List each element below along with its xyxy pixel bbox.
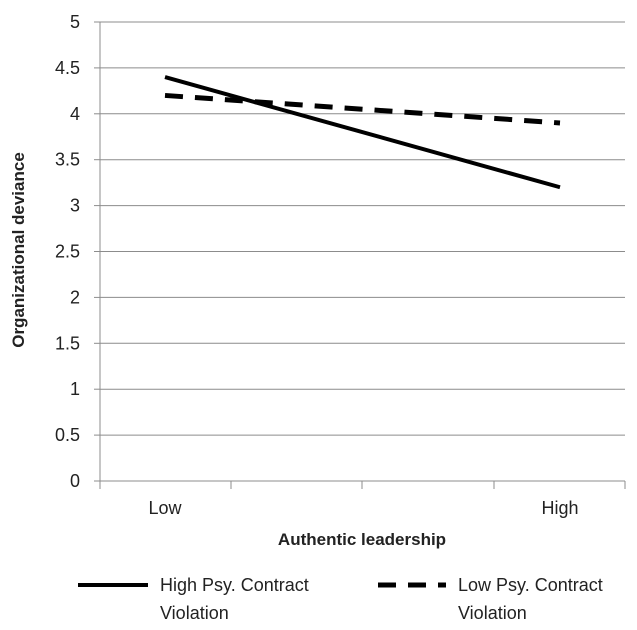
x-axis-title: Authentic leadership: [278, 530, 446, 549]
y-tick-label-10: 5: [70, 12, 80, 32]
legend: High Psy. Contract Violation Low Psy. Co…: [78, 575, 603, 623]
y-tick-label-6: 3: [70, 196, 80, 216]
series-lines: [164, 75, 561, 190]
legend-label-high-violation-line1: High Psy. Contract: [160, 575, 309, 595]
tick-labels: 0 0.5 1 1.5 2 2.5 3 3.5 4 4.5 5 Low High: [55, 12, 579, 518]
y-tick-label-3: 1.5: [55, 333, 80, 353]
legend-label-low-violation-line1: Low Psy. Contract: [458, 575, 603, 595]
y-tick-label-8: 4: [70, 104, 80, 124]
y-axis-title: Organizational deviance: [9, 152, 28, 348]
axes: [94, 21, 626, 489]
x-tick-label-high: High: [541, 498, 578, 518]
y-tick-label-0: 0: [70, 471, 80, 491]
y-tick-label-4: 2: [70, 287, 80, 307]
y-tick-label-2: 1: [70, 379, 80, 399]
series-line-low-violation: [164, 92, 561, 126]
y-tick-label-7: 3.5: [55, 150, 80, 170]
y-tick-label-5: 2.5: [55, 242, 80, 262]
legend-label-high-violation-line2: Violation: [160, 603, 229, 623]
y-tick-label-1: 0.5: [55, 425, 80, 445]
series-line-high-violation: [164, 75, 561, 190]
gridlines: [100, 21, 625, 436]
x-tick-label-low: Low: [148, 498, 182, 518]
legend-label-low-violation-line2: Violation: [458, 603, 527, 623]
y-tick-label-9: 4.5: [55, 58, 80, 78]
